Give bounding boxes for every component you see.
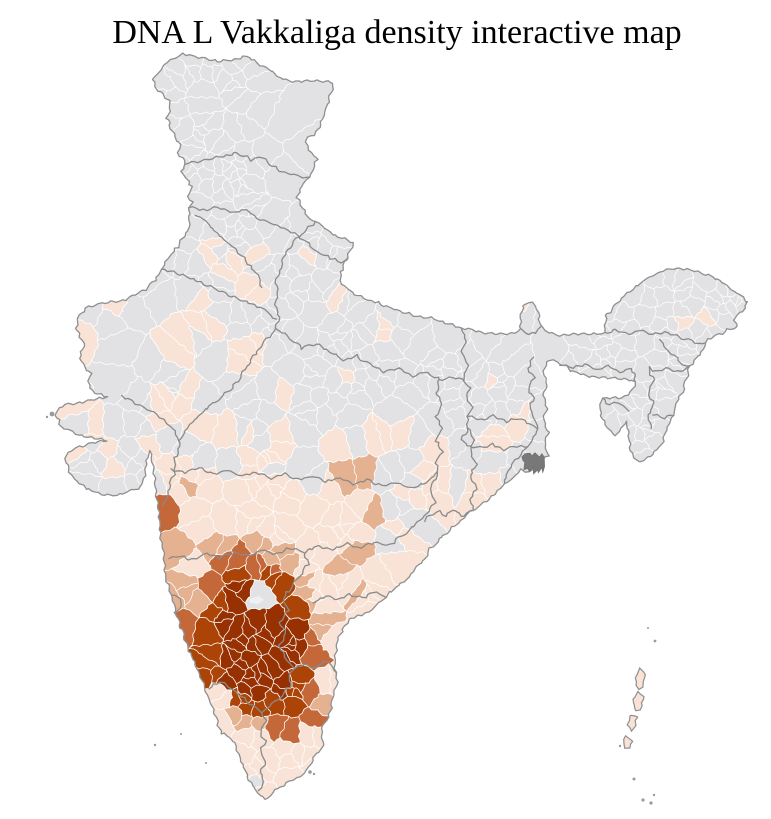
- svg-text:DNA L Vakkaliga density intera: DNA L Vakkaliga density interactive map: [112, 14, 681, 51]
